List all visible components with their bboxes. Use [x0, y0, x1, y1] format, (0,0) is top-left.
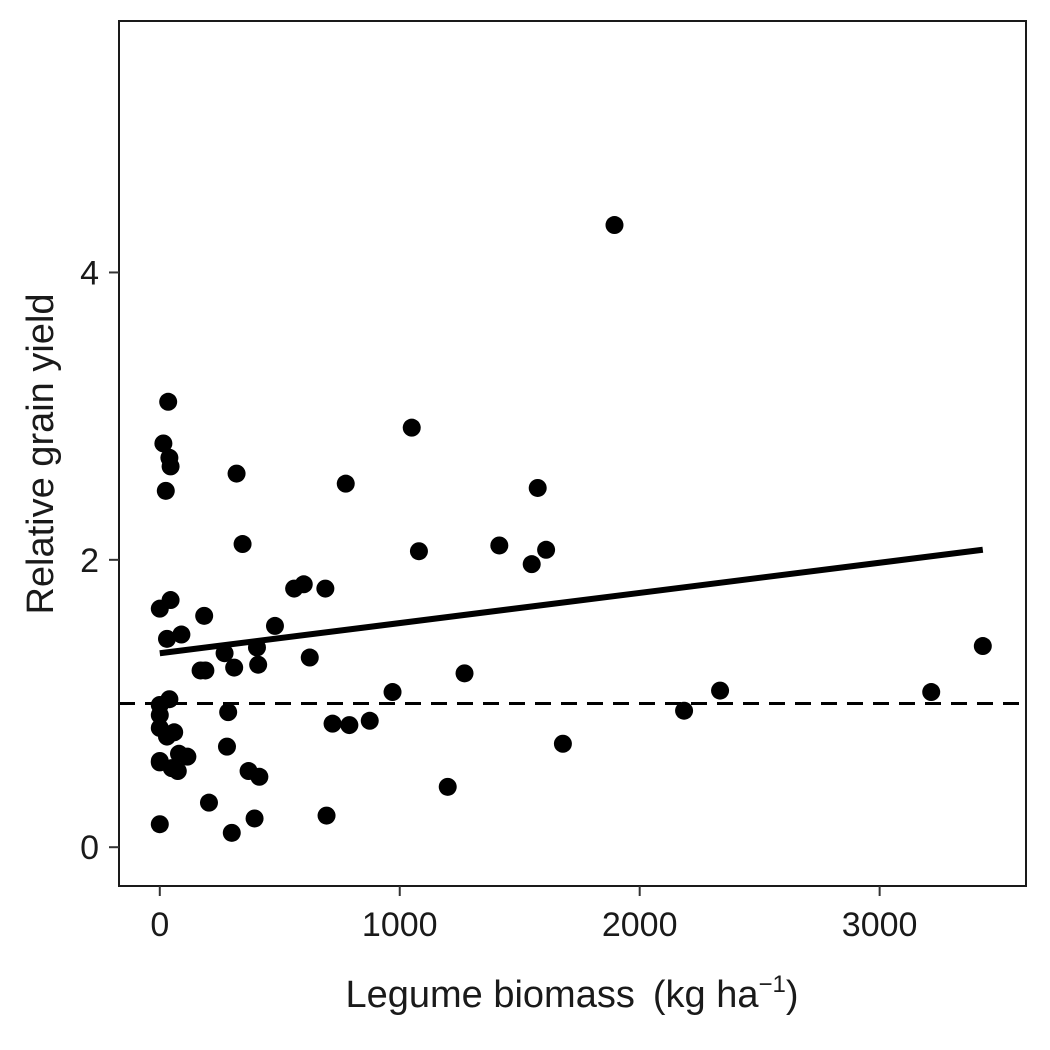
data-point	[161, 591, 180, 610]
data-point	[300, 648, 319, 667]
data-point	[250, 767, 269, 786]
data-point	[219, 703, 238, 722]
data-point	[553, 734, 572, 753]
data-point	[196, 661, 215, 680]
x-axis-title-unit-open: (kg ha	[653, 974, 759, 1016]
plot-area	[119, 216, 1026, 842]
data-point	[249, 655, 268, 674]
data-point	[360, 711, 379, 730]
data-point	[528, 478, 547, 497]
data-point	[227, 464, 246, 483]
data-point	[199, 793, 218, 812]
x-tick-label: 3000	[842, 906, 918, 944]
y-axis: 0 2 4	[80, 254, 119, 867]
data-point	[150, 815, 169, 834]
x-axis-title: Legume biomass (kg ha−1)	[345, 971, 798, 1016]
data-point	[168, 762, 187, 781]
data-point	[217, 737, 236, 756]
y-tick-label: 4	[80, 254, 99, 292]
data-point	[383, 683, 402, 702]
data-point	[340, 716, 359, 735]
data-point	[922, 683, 941, 702]
x-tick-label: 1000	[362, 906, 438, 944]
data-point	[225, 658, 244, 677]
data-point	[323, 714, 342, 733]
data-point	[265, 616, 284, 635]
data-point	[178, 747, 197, 766]
data-point	[438, 777, 457, 796]
data-point	[159, 392, 178, 411]
data-point	[294, 575, 313, 594]
data-point	[195, 606, 214, 625]
data-point	[336, 474, 355, 493]
x-axis-title-unit-close: )	[786, 974, 799, 1016]
data-point	[233, 535, 252, 554]
data-point	[317, 806, 336, 825]
x-tick-label: 2000	[602, 906, 678, 944]
data-point	[245, 809, 264, 828]
y-axis-title: Relative grain yield	[20, 293, 62, 614]
x-axis-title-unit-exponent: −1	[758, 971, 785, 998]
data-point	[154, 434, 173, 453]
y-tick-label: 0	[80, 829, 99, 867]
data-point	[172, 625, 191, 644]
data-point	[455, 664, 474, 683]
data-point	[605, 216, 624, 235]
data-point	[247, 638, 266, 657]
data-point	[537, 540, 556, 559]
data-point	[490, 536, 509, 555]
data-point	[156, 481, 175, 500]
data-point	[165, 723, 184, 742]
data-point	[711, 681, 730, 700]
data-point	[157, 629, 176, 648]
data-point	[522, 555, 541, 574]
data-point	[222, 823, 241, 842]
trend-line	[159, 546, 984, 657]
data-point	[675, 701, 694, 720]
x-axis-title-main: Legume biomass	[345, 974, 634, 1016]
data-point	[402, 418, 421, 437]
data-point	[316, 579, 335, 598]
data-point	[160, 690, 179, 709]
data-point	[409, 542, 428, 561]
data-point	[973, 637, 992, 656]
data-point	[161, 457, 180, 476]
y-tick-label: 2	[80, 542, 99, 580]
data-point	[215, 644, 234, 663]
panel-border	[118, 20, 1027, 887]
x-axis: 0 1000 2000 3000	[150, 886, 917, 944]
x-tick-label: 0	[150, 906, 169, 944]
